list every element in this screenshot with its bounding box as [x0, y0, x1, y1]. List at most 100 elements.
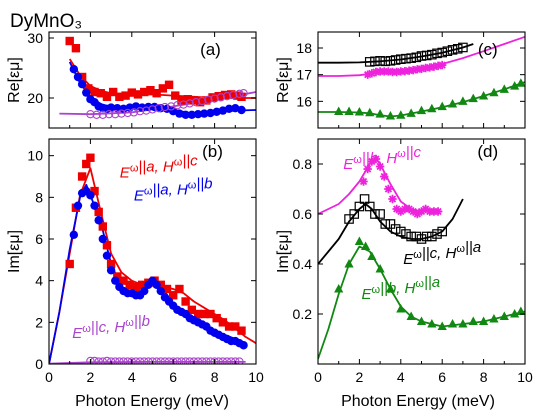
- data-point-ab: [73, 72, 83, 82]
- data-point-ba: [447, 319, 458, 328]
- data-point-cb: [181, 357, 190, 364]
- data-point-ca: [432, 48, 442, 59]
- x-tick-label: 8: [211, 369, 219, 385]
- data-point-cb: [129, 108, 139, 117]
- data-point-ac: [206, 309, 215, 319]
- data-point-ca: [421, 50, 432, 61]
- data-point-bc: [384, 184, 393, 194]
- data-point-ca: [437, 226, 447, 237]
- data-point-cb: [185, 357, 194, 364]
- data-point-cb: [204, 95, 213, 104]
- series-cb: [86, 89, 248, 119]
- y-tick-label: 6: [35, 231, 43, 247]
- data-point-cb: [123, 108, 132, 118]
- data-point-ac: [125, 280, 134, 290]
- data-point-ca: [411, 231, 422, 242]
- data-point-cb: [193, 357, 203, 364]
- data-point-ca: [349, 209, 360, 219]
- data-point-ac: [183, 95, 192, 104]
- data-point-cb: [148, 105, 157, 114]
- y-tick-label: 0: [35, 356, 43, 372]
- data-point-ac: [102, 92, 112, 101]
- panel-label-a: (a): [200, 40, 221, 59]
- data-point-cb: [185, 99, 194, 108]
- data-point-bc: [438, 60, 447, 70]
- data-point-cb: [229, 90, 238, 100]
- data-point-ac: [212, 313, 221, 323]
- data-point-ac: [96, 89, 105, 98]
- data-point-ab: [73, 201, 83, 210]
- data-point-cb: [111, 110, 120, 119]
- data-point-ba: [479, 316, 489, 325]
- data-point-cb: [142, 106, 151, 115]
- data-point-cb: [160, 357, 170, 364]
- data-point-ac: [202, 96, 211, 105]
- data-points-b: [65, 153, 248, 364]
- data-point-bc: [404, 204, 414, 214]
- data-point-cb: [117, 109, 126, 118]
- data-point-ab: [181, 110, 190, 120]
- x-tick-label: 10: [248, 369, 264, 385]
- data-point-ac: [65, 259, 74, 269]
- data-point-cb: [144, 357, 153, 364]
- x-tick-label: 0: [45, 369, 53, 385]
- data-point-bc: [371, 154, 381, 164]
- data-point-cb: [152, 357, 161, 364]
- data-point-ac: [164, 80, 174, 89]
- fit-line-ca: [318, 198, 464, 265]
- data-point-ca: [359, 194, 370, 204]
- data-point-ab: [175, 109, 184, 118]
- data-point-ac: [181, 297, 190, 306]
- data-point-ab: [119, 104, 128, 114]
- data-point-cb: [119, 357, 128, 364]
- data-point-ac: [231, 322, 240, 331]
- data-point-ca: [401, 53, 411, 64]
- data-point-bc: [367, 157, 377, 166]
- data-point-ba: [406, 108, 416, 117]
- data-point-ac: [121, 91, 130, 100]
- data-point-ac: [224, 322, 234, 331]
- y-axis-label-b: Im[εμ]: [6, 230, 23, 273]
- data-point-ac: [113, 272, 122, 281]
- y-tick-label: 16: [296, 93, 312, 109]
- data-point-ba: [499, 311, 509, 320]
- series-annotation-ab: Eω||a, Hω||b: [134, 175, 213, 204]
- data-point-cb: [104, 110, 114, 119]
- data-point-cb: [169, 357, 178, 364]
- data-point-ca: [416, 234, 427, 244]
- data-point-ab: [156, 286, 165, 296]
- data-point-ca: [437, 47, 447, 58]
- data-point-ca: [385, 219, 396, 229]
- data-point-ac: [177, 96, 186, 105]
- data-point-ac: [108, 87, 118, 97]
- data-point-ba: [427, 103, 437, 113]
- data-point-ac: [171, 91, 180, 100]
- data-point-bc: [417, 207, 426, 216]
- data-point-ab: [144, 102, 153, 112]
- data-point-ca: [452, 43, 463, 54]
- series-ba: [334, 236, 525, 330]
- data-point-ba: [468, 93, 478, 103]
- data-point-cb: [222, 357, 232, 364]
- data-point-ac: [200, 309, 209, 319]
- data-point-ac: [220, 90, 230, 100]
- data-point-cb: [140, 357, 149, 364]
- data-point-cb: [115, 357, 124, 364]
- y-tick-label: 8: [35, 189, 43, 205]
- y-axis-label-d: Im[εμ]: [275, 230, 292, 273]
- data-point-bc: [413, 209, 422, 219]
- data-point-ac: [193, 309, 203, 319]
- data-points-c: [334, 42, 525, 120]
- data-point-ca: [390, 224, 401, 234]
- data-point-cb: [173, 357, 182, 364]
- data-point-ca: [406, 231, 416, 242]
- data-point-ca: [406, 53, 416, 63]
- data-point-cb: [198, 357, 207, 364]
- series-annotation-ca: Eω||c, Hω||a: [403, 239, 481, 268]
- data-point-ba: [510, 81, 520, 90]
- data-point-ca: [396, 226, 406, 237]
- series-ca: [344, 194, 447, 244]
- data-point-ac: [187, 305, 197, 315]
